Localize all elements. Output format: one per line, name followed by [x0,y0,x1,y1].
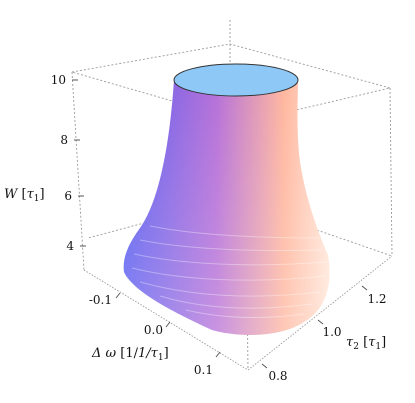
x-tick-label: 0.0 [144,323,163,337]
surface [123,63,330,335]
z-axis: 10 8 6 4 W [τ1] [4,73,86,253]
y-tick-mark [317,319,324,325]
y-tick-label: 1.2 [367,292,386,306]
x-axis-label: Δ ω [1/1/τ1] [91,346,169,363]
x-tick-mark [215,351,221,358]
z-axis-label: W [τ1] [4,187,45,204]
x-tick-label: -0.1 [89,293,112,307]
x-axis: -0.1 0.0 0.1 Δ ω [1/1/τ1] [89,292,221,377]
y-tick-label: 0.8 [268,369,287,383]
z-tick-label: 6 [64,189,72,203]
x-tick-mark [115,292,121,299]
z-tick-label: 4 [66,239,74,253]
z-tick-label: 8 [60,133,68,147]
surface-top-cap [173,63,299,97]
surface-ripples [131,225,327,318]
y-tick-mark [261,363,268,369]
x-tick-mark [165,321,171,328]
z-tick-label: 10 [51,73,66,87]
y-axis-label: τ2 [τ1] [346,335,386,352]
x-tick-label: 0.1 [194,363,213,377]
y-tick-mark [361,285,368,291]
surface-shading [123,80,330,335]
y-axis: 0.8 1.0 1.2 τ2 [τ1] [261,285,387,383]
y-tick-label: 1.0 [322,325,341,339]
